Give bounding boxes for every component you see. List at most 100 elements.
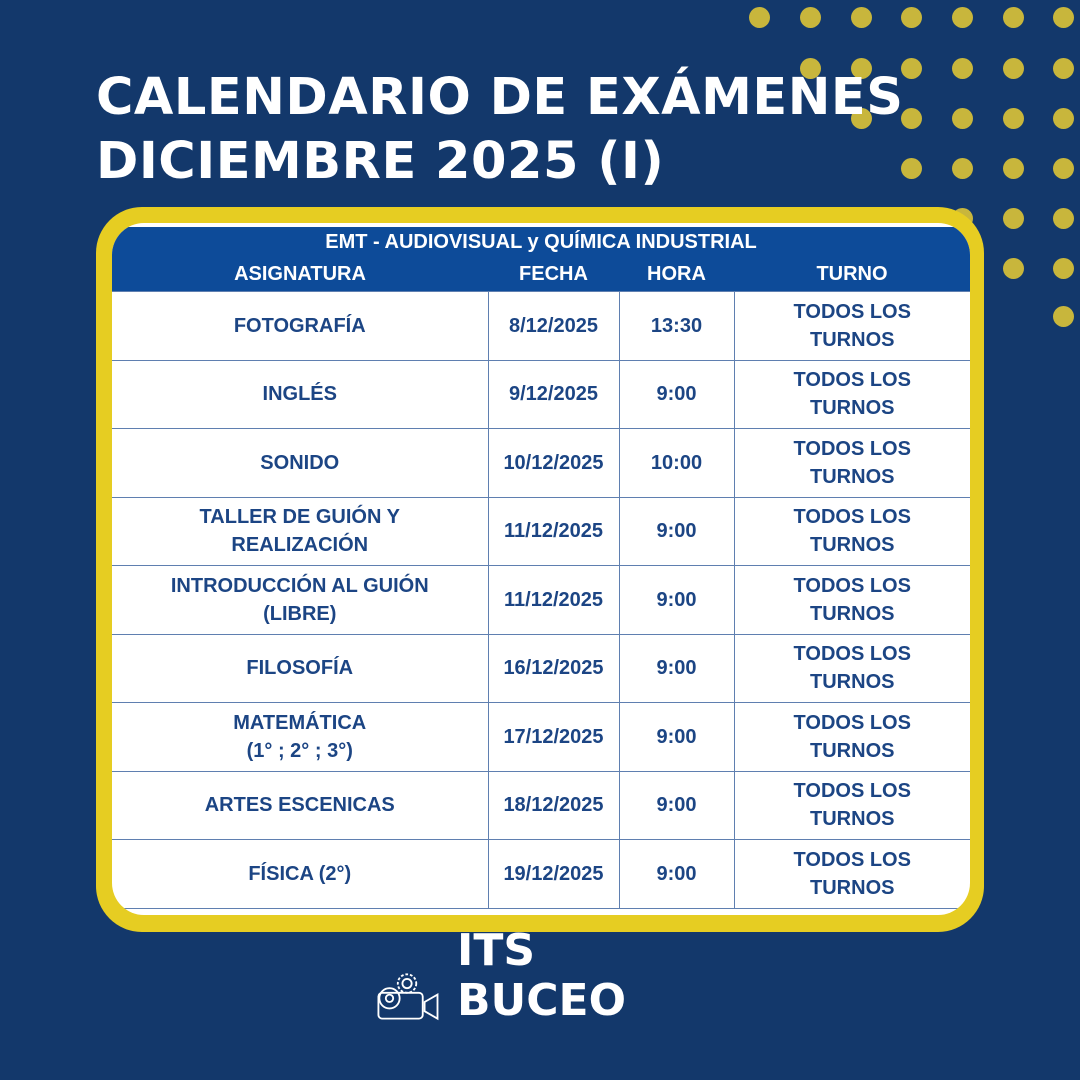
cell-turno: TODOS LOS TURNOS — [733, 839, 970, 909]
dot — [851, 58, 872, 79]
cell-hora: 9:00 — [618, 633, 735, 703]
dot — [952, 7, 973, 28]
table-row: INGLÉS 9/12/2025 9:00 TODOS LOS TURNOS — [112, 359, 970, 429]
cell-turno-line: TURNOS — [810, 465, 895, 488]
cell-hora: 9:00 — [618, 496, 735, 566]
dot — [952, 158, 973, 179]
camera-gear-icon — [377, 973, 439, 1021]
dot — [1053, 208, 1074, 229]
dot — [901, 58, 922, 79]
cell-turno-line: TODOS LOS — [793, 711, 911, 734]
cell-fecha: 17/12/2025 — [487, 702, 620, 772]
table-row: SONIDO 10/12/2025 10:00 TODOS LOS TURNOS — [112, 428, 970, 498]
cell-turno: TODOS LOS TURNOS — [733, 633, 970, 703]
dot — [800, 7, 821, 28]
cell-turno-line: TURNOS — [810, 397, 895, 420]
schedule-table-container: EMT - AUDIOVISUAL y QUÍMICA INDUSTRIAL A… — [112, 223, 970, 915]
dot — [851, 108, 872, 129]
schedule-table: EMT - AUDIOVISUAL y QUÍMICA INDUSTRIAL A… — [112, 227, 970, 909]
cell-asignatura-line: TALLER DE GUIÓN Y — [199, 506, 400, 529]
dot — [901, 108, 922, 129]
cell-asignatura: ARTES ESCENICAS — [112, 770, 489, 840]
cell-turno: TODOS LOS TURNOS — [733, 496, 970, 566]
logo-text: ITS BUCEO — [457, 925, 627, 1026]
cell-hora: 10:00 — [618, 428, 735, 498]
dot — [1053, 108, 1074, 129]
cell-fecha: 11/12/2025 — [487, 496, 620, 566]
dot — [901, 7, 922, 28]
cell-turno-line: TODOS LOS — [793, 300, 911, 323]
dot — [1003, 7, 1024, 28]
dot — [1003, 58, 1024, 79]
cell-turno: TODOS LOS TURNOS — [733, 359, 970, 429]
cell-turno-line: TODOS LOS — [793, 574, 911, 597]
cell-turno-line: TODOS LOS — [793, 437, 911, 460]
cell-fecha: 18/12/2025 — [487, 770, 620, 840]
cell-asignatura-line: (1° ; 2° ; 3°) — [246, 739, 353, 762]
cell-fecha: 16/12/2025 — [487, 633, 620, 703]
title-line-2: DICIEMBRE 2025 (I) — [96, 132, 665, 191]
cell-turno: TODOS LOS TURNOS — [733, 702, 970, 772]
cell-turno-line: TURNOS — [810, 671, 895, 694]
table-row: MATEMÁTICA (1° ; 2° ; 3°) 17/12/2025 9:00 TO… — [112, 702, 970, 772]
dot — [952, 108, 973, 129]
dot — [1053, 58, 1074, 79]
dot — [1053, 158, 1074, 179]
table-caption: EMT - AUDIOVISUAL y QUÍMICA INDUSTRIAL — [112, 227, 970, 257]
cell-asignatura: INGLÉS — [112, 359, 489, 429]
header-hora: HORA — [619, 257, 734, 292]
cell-turno: TODOS LOS TURNOS — [733, 770, 970, 840]
cell-turno-line: TURNOS — [810, 328, 895, 351]
cell-asignatura: MATEMÁTICA (1° ; 2° ; 3°) — [112, 702, 489, 772]
page-title: CALENDARIO DE EXÁMENES DICIEMBRE 2025 (I… — [96, 66, 903, 194]
table-row: ARTES ESCENICAS 18/12/2025 9:00 TODOS LOS TU… — [112, 770, 970, 840]
header-asignatura: ASIGNATURA — [112, 257, 488, 292]
cell-turno-line: TURNOS — [810, 808, 895, 831]
cell-turno-line: TURNOS — [810, 534, 895, 557]
title-line-1: CALENDARIO DE EXÁMENES — [96, 68, 904, 127]
cell-turno-line: TURNOS — [810, 876, 895, 899]
cell-fecha: 11/12/2025 — [487, 565, 620, 635]
cell-asignatura-line: SONIDO — [260, 451, 340, 474]
dot — [1003, 208, 1024, 229]
cell-hora: 9:00 — [618, 565, 735, 635]
table-row: TALLER DE GUIÓN Y REALIZACIÓN 11/12/2025 9:… — [112, 496, 970, 566]
cell-asignatura: SONIDO — [112, 428, 489, 498]
cell-hora: 13:30 — [618, 291, 735, 361]
cell-asignatura: FILOSOFÍA — [112, 633, 489, 703]
cell-asignatura-line: INGLÉS — [262, 383, 337, 406]
table-row: FILOSOFÍA 16/12/2025 9:00 TODOS LOS TURNOS — [112, 633, 970, 703]
cell-hora: 9:00 — [618, 702, 735, 772]
cell-fecha: 19/12/2025 — [487, 839, 620, 909]
cell-turno: TODOS LOS TURNOS — [733, 291, 970, 361]
cell-turno-line: TURNOS — [810, 739, 895, 762]
cell-fecha: 8/12/2025 — [487, 291, 620, 361]
its-buceo-logo: ITS BUCEO — [376, 903, 716, 1026]
cell-asignatura-line: FÍSICA (2°) — [248, 862, 352, 885]
cell-asignatura-line: ARTES ESCENICAS — [204, 794, 395, 817]
dot — [1053, 7, 1074, 28]
header-turno: TURNO — [734, 257, 970, 292]
dot — [749, 7, 770, 28]
dot — [1003, 108, 1024, 129]
cell-asignatura: INTRODUCCIÓN AL GUIÓN (LIBRE) — [112, 565, 489, 635]
cell-turno-line: TODOS LOS — [793, 848, 911, 871]
cell-asignatura-line: FILOSOFÍA — [246, 657, 354, 680]
cell-hora: 9:00 — [618, 770, 735, 840]
cell-hora: 9:00 — [618, 839, 735, 909]
cell-asignatura-line: FOTOGRAFÍA — [233, 314, 366, 337]
cell-turno: TODOS LOS TURNOS — [733, 565, 970, 635]
cell-turno-line: TURNOS — [810, 602, 895, 625]
cell-asignatura-line: MATEMÁTICA — [233, 711, 367, 734]
cell-asignatura-line: INTRODUCCIÓN AL GUIÓN — [170, 574, 429, 597]
dot — [1053, 258, 1074, 279]
cell-asignatura: TALLER DE GUIÓN Y REALIZACIÓN — [112, 496, 489, 566]
cell-asignatura-line: REALIZACIÓN — [231, 534, 369, 557]
cell-fecha: 9/12/2025 — [487, 359, 620, 429]
cell-asignatura: FOTOGRAFÍA — [112, 291, 489, 361]
dot — [851, 7, 872, 28]
cell-turno-line: TODOS LOS — [793, 506, 911, 529]
cell-turno-line: TODOS LOS — [793, 643, 911, 666]
dot — [901, 158, 922, 179]
cell-hora: 9:00 — [618, 359, 735, 429]
